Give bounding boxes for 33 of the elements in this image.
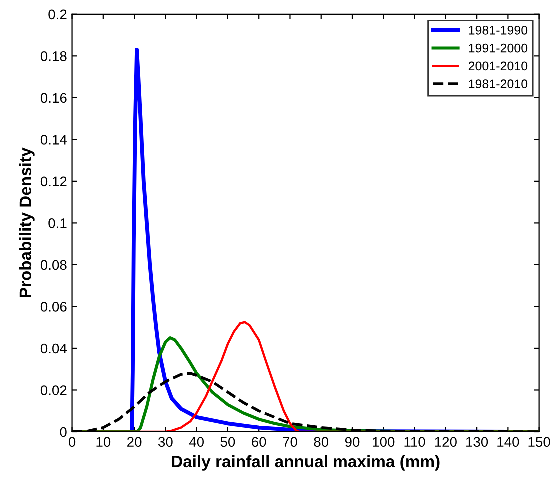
x-tick-label: 110 [404, 437, 426, 448]
x-tick-label: 20 [128, 437, 142, 448]
y-tick-label: 0.16 [40, 93, 67, 104]
x-tick-label: 10 [96, 437, 111, 448]
legend-label: 1991-2000 [469, 44, 528, 53]
y-tick-label: 0.18 [40, 51, 67, 62]
x-tick-label: 80 [314, 437, 329, 448]
y-tick-label: 0.08 [40, 260, 67, 270]
y-tick-label: 0.2 [48, 10, 67, 20]
legend-label: 2001-2010 [468, 62, 528, 71]
y-axis-title: Probability Density [19, 148, 35, 298]
legend-label: 1981-1990 [469, 26, 528, 35]
y-tick-label: 0.02 [40, 386, 67, 396]
x-tick-label: 90 [345, 437, 360, 448]
y-tick-label: 0.06 [40, 302, 67, 312]
y-tick-label: 0.1 [48, 218, 67, 228]
x-tick-label: 150 [528, 437, 550, 448]
x-tick-label: 140 [498, 437, 520, 448]
x-tick-label: 130 [466, 437, 488, 448]
x-tick-label: 50 [220, 437, 236, 448]
x-tick-label: 70 [283, 437, 298, 448]
x-tick-label: 0 [68, 437, 76, 448]
x-tick-label: 100 [373, 437, 395, 448]
y-tick-label: 0.14 [40, 135, 68, 145]
y-tick-label: 0 [60, 427, 67, 438]
x-tick-label: 120 [435, 437, 457, 448]
x-tick-label: 40 [189, 437, 204, 448]
y-tick-label: 0.12 [40, 176, 67, 187]
legend-label: 1981-2010 [469, 80, 528, 89]
x-axis-title: Daily rainfall annual maxima (mm) [172, 455, 440, 471]
x-tick-label: 30 [158, 437, 173, 448]
y-tick-label: 0.04 [40, 344, 68, 354]
x-tick-label: 60 [252, 437, 266, 448]
